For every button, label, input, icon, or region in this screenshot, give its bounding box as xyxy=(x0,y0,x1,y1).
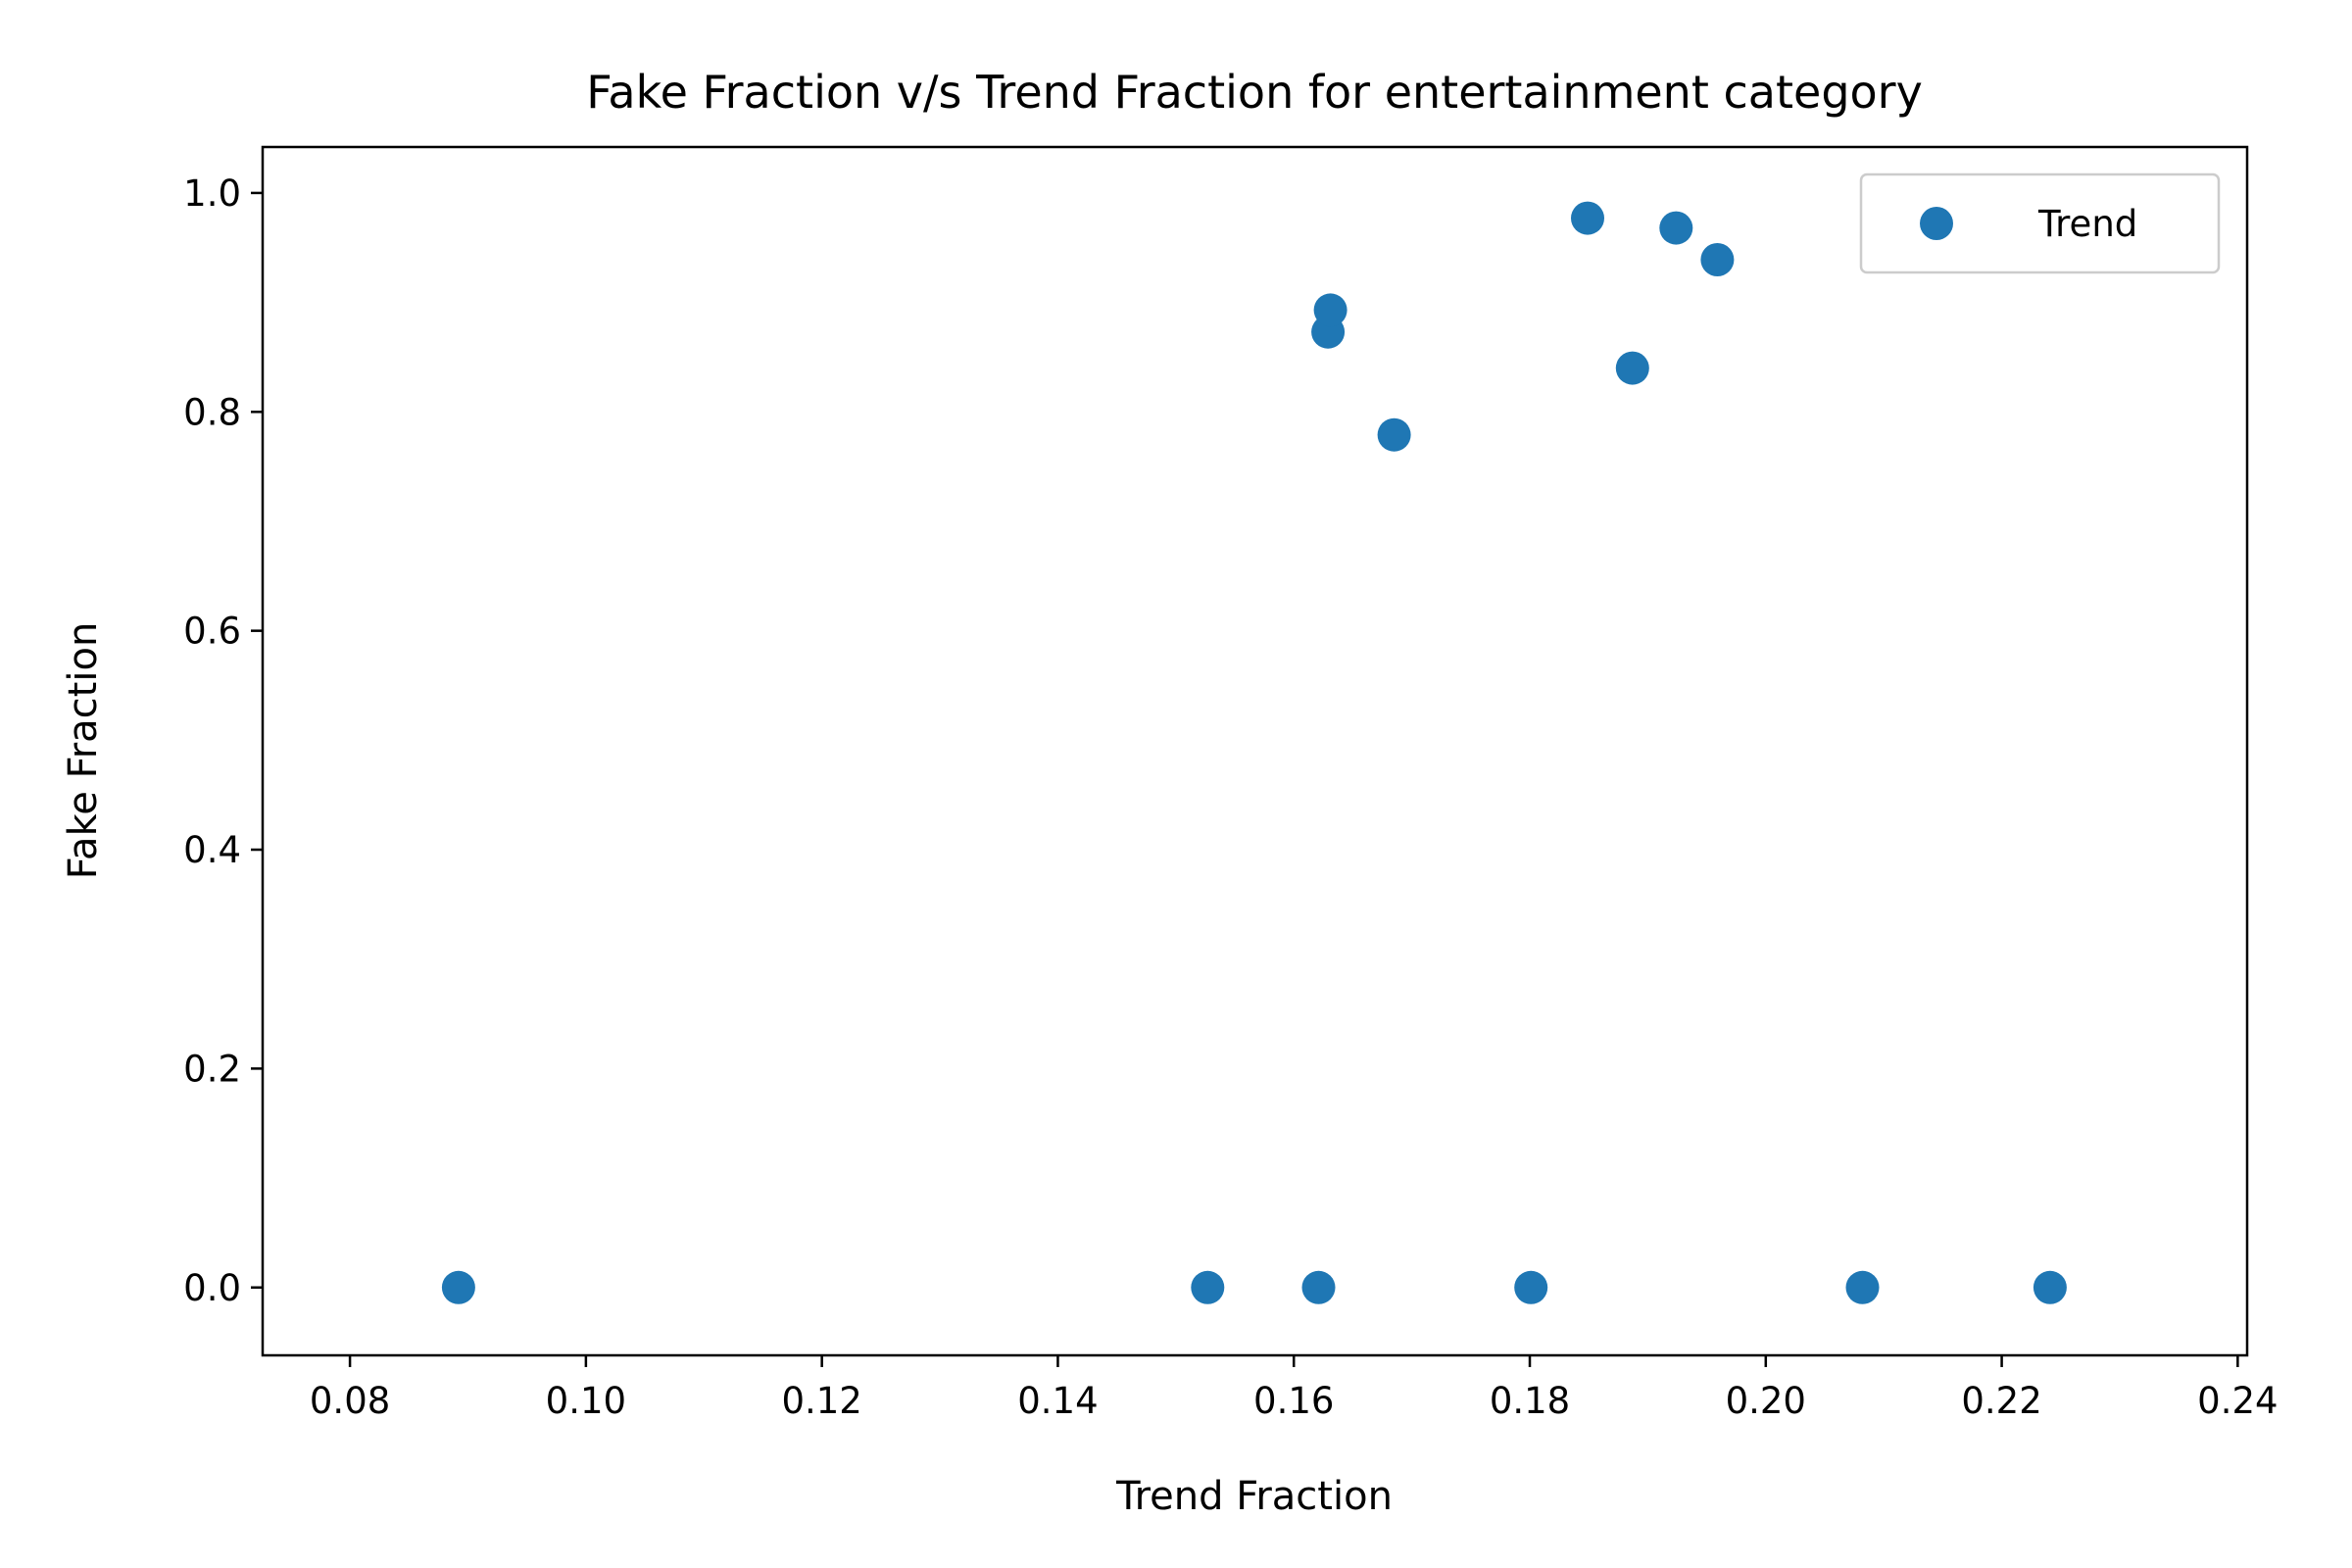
y-axis-ticks: 0.0 0.2 0.4 0.6 0.8 1.0 xyxy=(183,172,263,1309)
legend-box xyxy=(1859,172,2221,274)
data-point-0-11 xyxy=(1659,211,1693,245)
x-axis-label: Trend Fraction xyxy=(1115,1474,1393,1519)
plot-area-frame xyxy=(261,145,2249,1357)
data-point-0-9 xyxy=(1571,201,1604,235)
legend-label-trend: Trend xyxy=(2037,203,2137,245)
y-tick-label-5: 1.0 xyxy=(183,172,241,215)
x-tick-label-6: 0.20 xyxy=(1726,1380,1806,1422)
chart-title: Fake Fraction v/s Trend Fraction for ent… xyxy=(586,66,1923,119)
legend: Trend xyxy=(1859,172,2221,274)
y-tick-label-4: 0.8 xyxy=(183,391,241,433)
data-point-0-8 xyxy=(1377,417,1411,452)
x-tick-label-4: 0.16 xyxy=(1253,1380,1334,1422)
y-axis-label: Fake Fraction xyxy=(61,622,106,880)
x-tick-label-3: 0.14 xyxy=(1017,1380,1098,1422)
y-tick-label-1: 0.2 xyxy=(183,1048,241,1090)
data-point-0-7 xyxy=(1313,293,1348,327)
x-tick-label-0: 0.08 xyxy=(310,1380,390,1422)
data-point-0-0 xyxy=(441,1270,475,1304)
x-tick-label-8: 0.24 xyxy=(2197,1380,2278,1422)
x-tick-label-2: 0.12 xyxy=(781,1380,861,1422)
y-tick-label-0: 0.0 xyxy=(183,1267,241,1309)
data-point-0-12 xyxy=(1700,243,1735,276)
legend-marker-trend xyxy=(1920,207,1953,240)
data-points xyxy=(441,201,2067,1304)
x-tick-label-7: 0.22 xyxy=(1961,1380,2041,1422)
x-tick-label-5: 0.18 xyxy=(1490,1380,1570,1422)
y-tick-label-2: 0.4 xyxy=(183,829,241,871)
data-point-0-4 xyxy=(1845,1270,1880,1304)
x-tick-label-1: 0.10 xyxy=(546,1380,626,1422)
data-point-0-3 xyxy=(1514,1270,1548,1304)
data-point-0-5 xyxy=(2033,1270,2067,1304)
y-tick-label-3: 0.6 xyxy=(183,611,241,653)
data-point-0-1 xyxy=(1191,1270,1225,1304)
data-point-0-2 xyxy=(1301,1270,1336,1304)
data-point-0-10 xyxy=(1615,351,1649,385)
x-axis-ticks: 0.08 0.10 0.12 0.14 0.16 0.18 0.20 0.22 0.24 xyxy=(310,1355,2278,1422)
